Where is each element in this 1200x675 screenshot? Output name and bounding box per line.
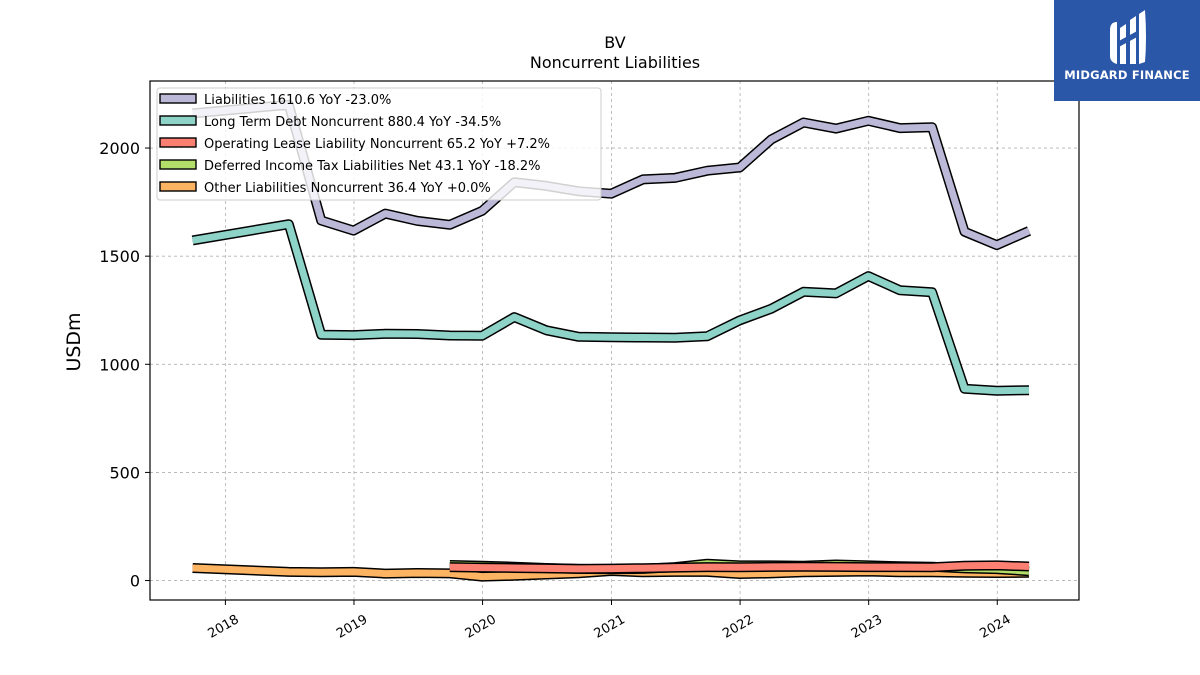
series-line [449, 561, 1030, 573]
legend-entry: Liabilities 1610.6 YoY -23.0% [204, 93, 391, 108]
legend-swatch [159, 93, 197, 104]
series-outline [191, 219, 1030, 396]
series-layer [191, 99, 1032, 582]
x-tick-label: 2021 [592, 612, 628, 642]
series-operating-lease-liability-noncurrent [449, 560, 1030, 574]
chart-subtitle: Noncurrent Liabilities [530, 53, 700, 72]
legend-swatch [159, 159, 197, 170]
legend-box [156, 87, 602, 201]
chart-title: BV [604, 33, 625, 52]
x-tick-label: 2023 [849, 612, 885, 642]
legend-entry: Long Term Debt Noncurrent 880.4 YoY -34.… [204, 115, 501, 130]
x-tick-label: 2018 [206, 612, 242, 642]
legend-entry: Other Liabilities Noncurrent 36.4 YoY +0… [204, 181, 491, 196]
plot-frame [149, 80, 1080, 601]
y-tick-label: 0 [130, 572, 140, 591]
y-tick-label: 1500 [99, 247, 140, 266]
legend-swatch [159, 137, 197, 148]
legend-swatch [159, 115, 197, 126]
brand-logo: MIDGARD FINANCE [1054, 0, 1200, 101]
x-tick-label: 2019 [334, 612, 370, 642]
legend-entry: Deferred Income Tax Liabilities Net 43.1… [204, 159, 540, 174]
y-tick-label: 1000 [99, 355, 140, 374]
x-tick-label: 2020 [463, 612, 499, 642]
legend-entry: Operating Lease Liability Noncurrent 65.… [204, 137, 550, 152]
x-tick-label: 2022 [720, 612, 756, 642]
y-tick-label: 500 [109, 463, 140, 482]
brand-name: MIDGARD FINANCE [1064, 68, 1190, 82]
y-tick-label: 2000 [99, 139, 140, 158]
x-tick-label: 2024 [977, 612, 1013, 642]
y-axis-label: USDm [63, 312, 85, 371]
series-long-term-debt-noncurrent [191, 219, 1030, 396]
legend: Liabilities 1610.6 YoY -23.0% Long Term D… [156, 87, 602, 201]
brand-mark-icon [1110, 10, 1146, 64]
y-axis: 0 500 1000 1500 2000 [99, 139, 150, 591]
legend-swatch [159, 181, 197, 192]
x-axis: 2018 2019 2020 2021 2022 2023 2024 [206, 600, 1014, 642]
series-liabilities [192, 99, 1032, 251]
